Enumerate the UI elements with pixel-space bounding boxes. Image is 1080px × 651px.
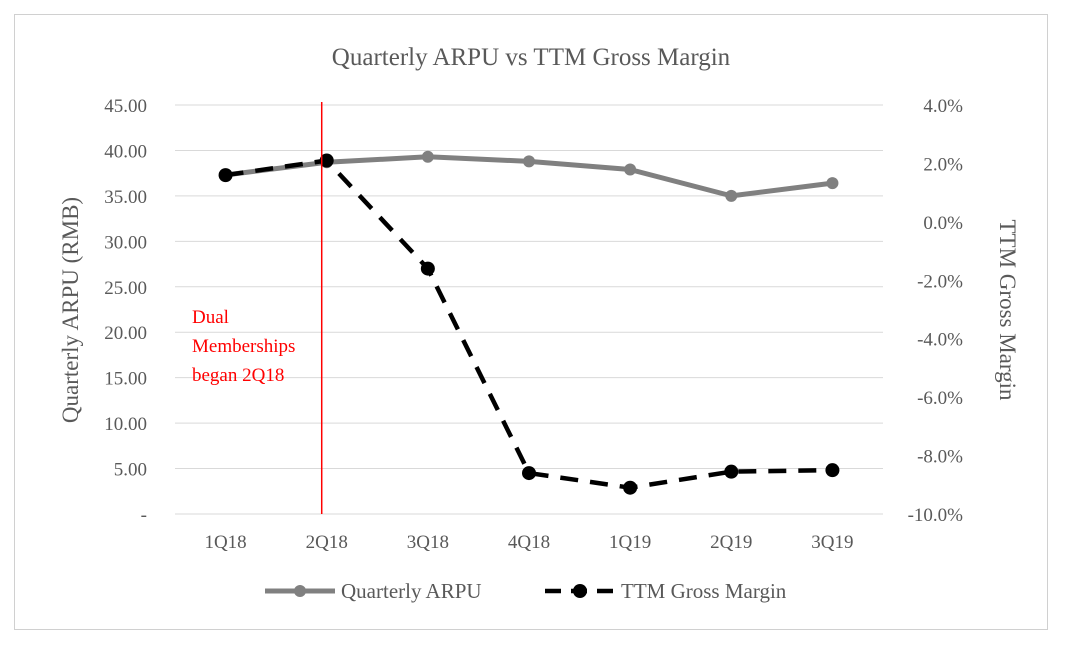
legend-swatch-marker [294, 585, 306, 597]
x-tick-label: 2Q18 [306, 532, 348, 553]
x-tick-label: 4Q18 [508, 532, 550, 553]
margin-data-point [724, 464, 739, 479]
arpu-data-point [624, 163, 637, 176]
right-tick-label: 2.0% [923, 154, 963, 175]
margin-data-point [218, 168, 233, 183]
annotation-line-3: began 2Q18 [192, 365, 284, 386]
x-tick-label: 3Q19 [811, 532, 853, 553]
series-group [218, 150, 840, 495]
x-axis-ticks: 1Q18 2Q18 3Q18 4Q18 1Q19 2Q19 3Q19 [204, 532, 853, 553]
left-axis-label: Quarterly ARPU (RMB) [58, 197, 83, 423]
legend: Quarterly ARPU TTM Gross Margin [265, 579, 787, 603]
chart-frame [14, 14, 1048, 630]
margin-data-point [319, 153, 334, 168]
right-tick-label: -4.0% [917, 330, 963, 351]
legend-swatch-marker [573, 584, 587, 598]
left-axis-ticks: - 5.00 10.00 15.00 20.00 25.00 30.00 35.00 40.00… [104, 96, 147, 526]
annotation-line-2: Memberships [192, 336, 295, 357]
right-axis-label: TTM Gross Margin [995, 219, 1020, 401]
x-tick-label: 2Q19 [710, 532, 752, 553]
arpu-data-point [523, 155, 535, 168]
left-tick-label: 40.00 [104, 141, 147, 162]
left-tick-label: 20.00 [104, 323, 147, 344]
annotation-text: Dual Memberships began 2Q18 [192, 307, 300, 386]
left-tick-label: 5.00 [114, 460, 147, 481]
right-tick-label: -2.0% [917, 271, 963, 292]
margin-data-point [623, 480, 638, 495]
margin-data-point [420, 261, 435, 276]
left-tick-label: 10.00 [104, 414, 147, 435]
arpu-data-point [826, 177, 839, 190]
left-tick-label: 35.00 [104, 187, 147, 208]
left-tick-label: 15.00 [104, 369, 147, 390]
annotation-line-1: Dual [192, 307, 229, 328]
margin-series-line [225, 158, 833, 490]
left-tick-label: 45.00 [104, 96, 147, 117]
right-tick-label: 4.0% [923, 96, 963, 117]
right-tick-label: 0.0% [923, 213, 963, 234]
right-tick-label: -6.0% [917, 388, 963, 409]
legend-label: Quarterly ARPU [341, 579, 482, 603]
x-tick-label: 3Q18 [407, 532, 449, 553]
arpu-data-point [421, 150, 434, 163]
left-tick-label: - [141, 505, 147, 526]
right-tick-label: -10.0% [908, 505, 964, 526]
right-axis-ticks: -10.0% -8.0% -6.0% -4.0% -2.0% 0.0% 2.0% 4.0% [908, 96, 964, 526]
legend-label: TTM Gross Margin [621, 579, 787, 603]
arpu-data-point [725, 189, 738, 202]
margin-data-point [522, 466, 536, 481]
x-tick-label: 1Q19 [609, 532, 651, 553]
chart-title: Quarterly ARPU vs TTM Gross Margin [332, 44, 731, 71]
right-tick-label: -8.0% [917, 447, 963, 468]
gridlines [175, 104, 883, 515]
margin-data-point [825, 463, 840, 478]
x-tick-label: 1Q18 [204, 532, 246, 553]
left-tick-label: 30.00 [104, 232, 147, 253]
left-tick-label: 25.00 [104, 278, 147, 299]
